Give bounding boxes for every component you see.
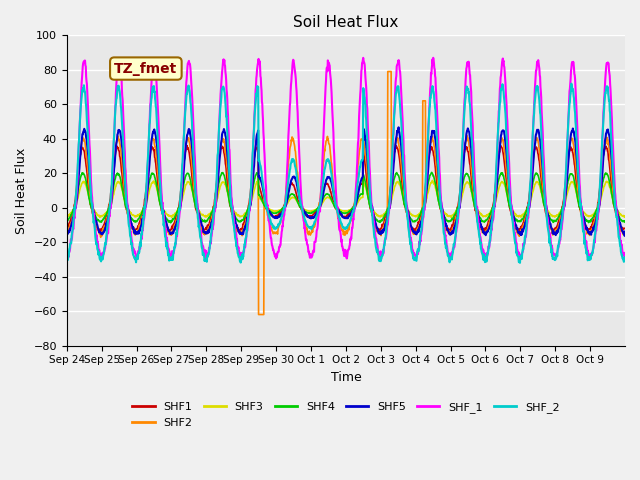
X-axis label: Time: Time [330, 371, 361, 384]
Title: Soil Heat Flux: Soil Heat Flux [293, 15, 399, 30]
Legend: SHF1, SHF2, SHF3, SHF4, SHF5, SHF_1, SHF_2: SHF1, SHF2, SHF3, SHF4, SHF5, SHF_1, SHF… [128, 397, 564, 432]
Y-axis label: Soil Heat Flux: Soil Heat Flux [15, 147, 28, 234]
Text: TZ_fmet: TZ_fmet [114, 61, 177, 75]
